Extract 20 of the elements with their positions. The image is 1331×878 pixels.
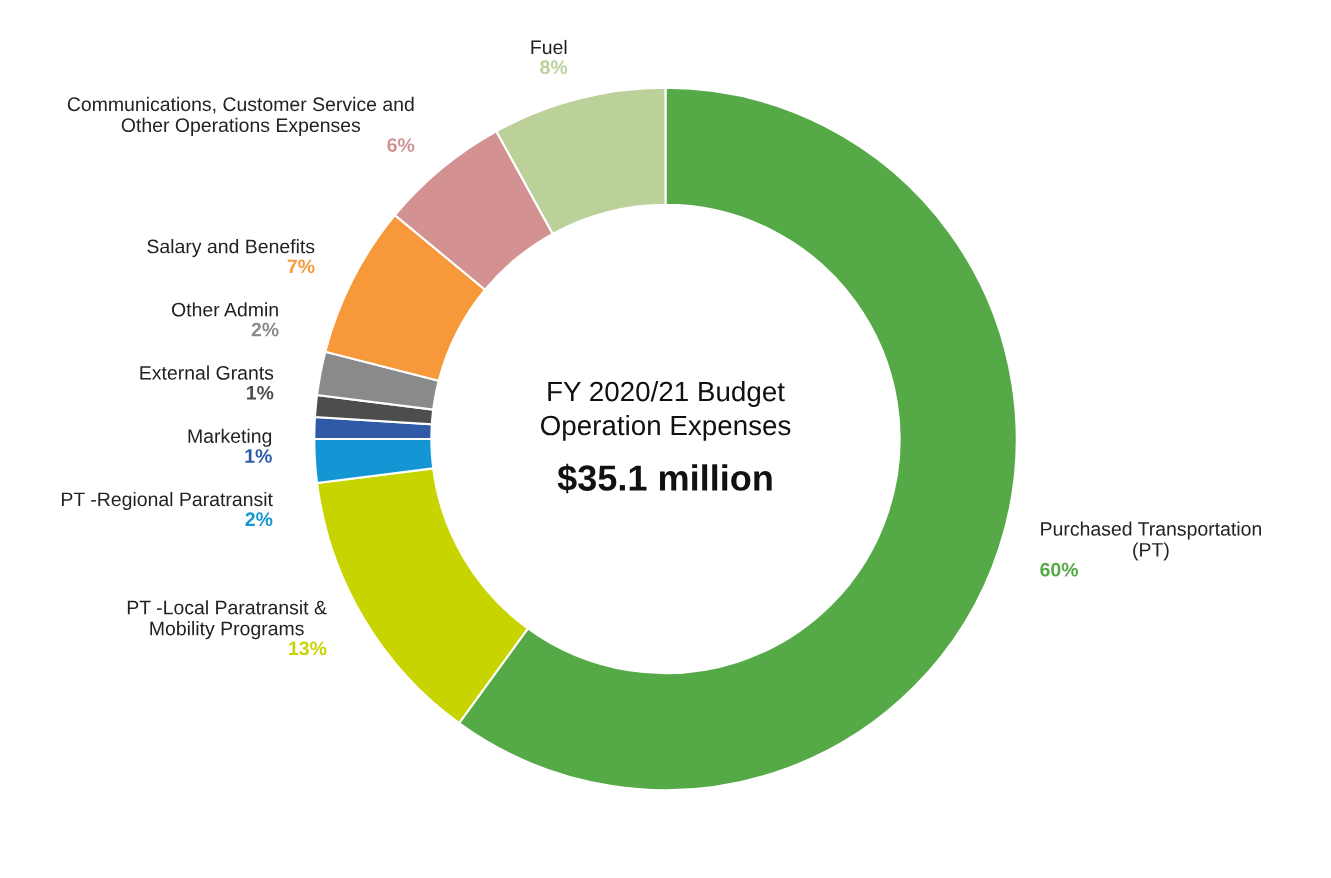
slice-label: Purchased Transportation (PT) — [1041, 521, 1261, 561]
text: $35.1 million — [557, 463, 772, 494]
data-label: 13% — [289, 641, 327, 656]
data-label: 1% — [245, 449, 272, 463]
data-label: 6% — [387, 138, 415, 152]
slice-label: External Grants — [140, 365, 274, 380]
data-label: 1% — [247, 385, 274, 400]
slice-label: Salary and Benefits — [147, 239, 315, 258]
slice-label: Fuel — [531, 39, 567, 55]
slice-label: Communications, Customer Service and Other Operations Expenses — [67, 96, 414, 136]
slice-label: Marketing — [188, 428, 272, 447]
data-label: 2% — [251, 322, 279, 337]
data-label: 60% — [1040, 562, 1078, 577]
slice-label: PT -Regional Paratransit — [61, 491, 273, 511]
data-label: 8% — [540, 60, 568, 75]
data-label: 2% — [245, 512, 273, 527]
slice-label: Other Admin — [171, 302, 278, 317]
data-label: 7% — [287, 259, 315, 274]
slice-label: PT -Local Paratransit & Mobility Programs — [127, 600, 327, 640]
text: FY 2020/21 Budget Operation Expenses — [540, 380, 791, 441]
